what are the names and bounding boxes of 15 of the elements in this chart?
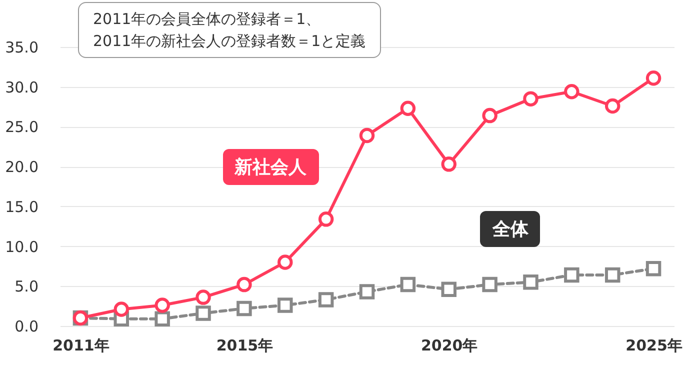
y-tick-label: 30.0: [5, 78, 38, 96]
x-tick-label: 2020年: [420, 336, 478, 354]
x-tick-label: 2011年: [52, 336, 110, 354]
x-tick-label: 2025年: [626, 336, 682, 354]
y-tick-label: 5.0: [14, 278, 38, 296]
annotation: 2011年の会員全体の登録者＝1、 2011年の新社会人の登録者数＝1と定義: [78, 2, 381, 58]
series-label: 新社会人: [222, 149, 319, 186]
y-tick-label: 15.0: [5, 198, 38, 216]
series-label: 全体: [480, 211, 540, 248]
y-tick-label: 10.0: [5, 238, 38, 256]
x-tick-label: 2015年: [216, 336, 274, 354]
y-tick-label: 20.0: [5, 158, 38, 176]
y-tick-label: 0.0: [14, 318, 38, 336]
y-tick-label: 25.0: [5, 118, 38, 136]
y-tick-label: 35.0: [5, 38, 38, 56]
